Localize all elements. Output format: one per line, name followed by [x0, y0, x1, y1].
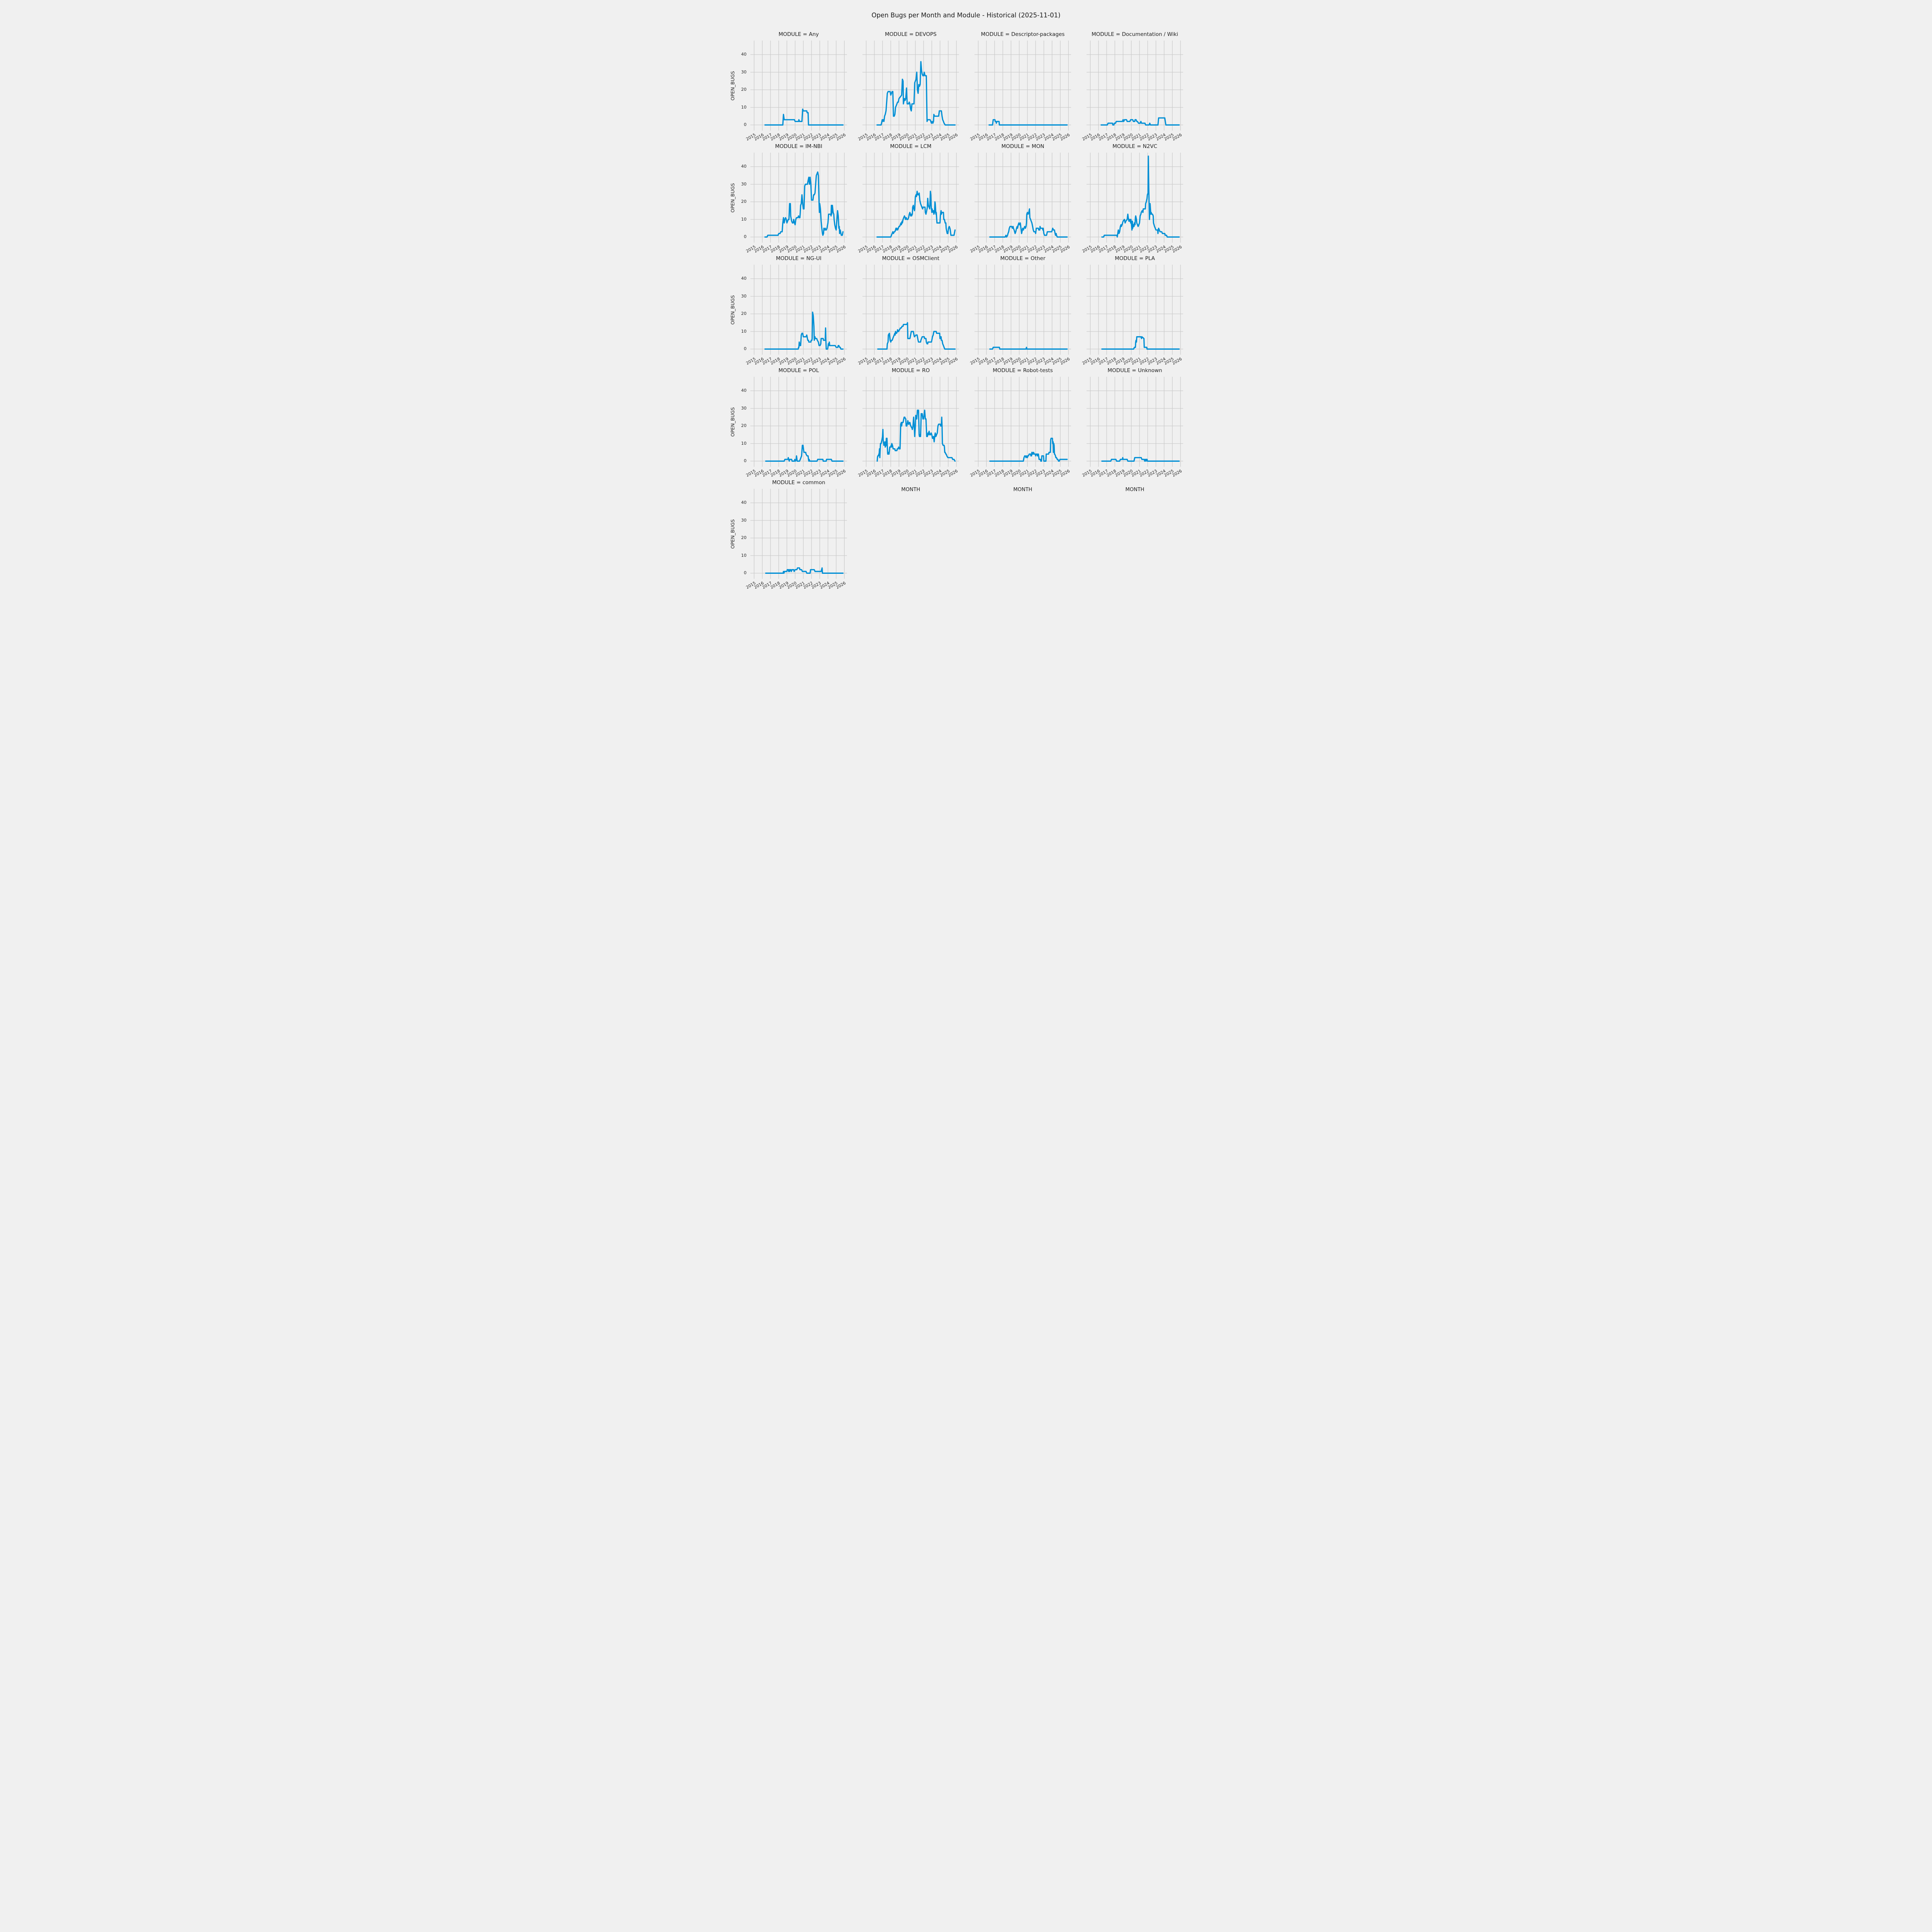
data-line: [876, 61, 956, 126]
facet-title: MODULE = Any: [778, 31, 819, 37]
data-line: [765, 567, 844, 574]
y-tick-label: 30: [741, 517, 747, 523]
line-chart-OSMClient: [862, 265, 959, 355]
y-axis-label: OPEN_BUGS: [730, 519, 736, 549]
y-tick-label: 30: [741, 69, 747, 75]
facet-title: MODULE = common: [772, 480, 825, 486]
figure: Open Bugs per Month and Module - Histori…: [726, 0, 1206, 599]
y-tick-label: 20: [741, 535, 747, 541]
y-tick-label: 30: [741, 293, 747, 299]
line-chart-MON: [975, 153, 1071, 243]
y-tick-label: 0: [744, 570, 747, 576]
x-axis-label: MONTH: [1125, 487, 1145, 493]
line-chart-Documentation / Wiki: [1087, 41, 1183, 131]
line-chart-PLA: [1087, 265, 1183, 355]
data-line: [1101, 457, 1180, 462]
facet-title: MODULE = N2VC: [1112, 143, 1157, 150]
data-line: [1101, 336, 1180, 350]
data-line: [876, 190, 956, 238]
line-chart-common: [750, 489, 847, 579]
y-tick-label: 20: [741, 199, 747, 204]
y-tick-label: 40: [741, 276, 747, 281]
facet-title: MODULE = Other: [1000, 255, 1046, 262]
y-tick-label: 30: [741, 405, 747, 411]
data-line: [989, 437, 1068, 462]
data-line: [989, 208, 1068, 238]
figure-title: Open Bugs per Month and Module - Histori…: [871, 12, 1061, 19]
line-chart-N2VC: [1087, 153, 1183, 243]
y-tick-label: 10: [741, 104, 747, 110]
y-tick-label: 30: [741, 181, 747, 187]
facet-title: MODULE = OSMClient: [882, 255, 940, 262]
y-axis-label: OPEN_BUGS: [730, 71, 736, 100]
line-chart-DEVOPS: [862, 41, 959, 131]
facet-title: MODULE = PLA: [1115, 255, 1155, 262]
y-tick-label: 40: [741, 164, 747, 169]
y-tick-label: 40: [741, 52, 747, 57]
facet-title: MODULE = POL: [778, 367, 819, 374]
y-tick-label: 40: [741, 388, 747, 393]
line-chart-Unknown: [1087, 377, 1183, 467]
line-chart-NG-UI: [750, 265, 847, 355]
data-line: [989, 347, 1068, 350]
data-line: [764, 171, 844, 238]
y-tick-label: 0: [744, 122, 747, 128]
y-tick-label: 20: [741, 311, 747, 316]
facet-title: MODULE = Documentation / Wiki: [1091, 31, 1179, 37]
y-tick-label: 0: [744, 234, 747, 240]
line-chart-Descriptor-packages: [975, 41, 1071, 131]
facet-title: MODULE = Unknown: [1107, 367, 1162, 374]
y-tick-label: 40: [741, 500, 747, 505]
x-axis-label: MONTH: [901, 487, 920, 493]
y-tick-label: 10: [741, 328, 747, 334]
data-line: [764, 311, 844, 350]
facet-title: MODULE = LCM: [890, 143, 932, 150]
y-tick-label: 0: [744, 458, 747, 464]
data-line: [1101, 155, 1180, 238]
data-line: [764, 108, 844, 126]
y-tick-label: 0: [744, 346, 747, 352]
facet-title: MODULE = MON: [1001, 143, 1044, 150]
data-line: [988, 119, 1068, 126]
data-line: [876, 409, 956, 462]
facet-title: MODULE = RO: [891, 367, 930, 374]
line-chart-POL: [750, 377, 847, 467]
facet-title: MODULE = Descriptor-packages: [981, 31, 1065, 37]
y-axis-label: OPEN_BUGS: [730, 407, 736, 437]
facet-title: MODULE = Robot-tests: [993, 367, 1053, 374]
data-line: [877, 322, 956, 350]
y-tick-label: 20: [741, 423, 747, 429]
facet-title: MODULE = DEVOPS: [885, 31, 937, 37]
facet-title: MODULE = NG-UI: [776, 255, 821, 262]
data-line: [1100, 117, 1180, 126]
y-tick-label: 10: [741, 216, 747, 222]
line-chart-Robot-tests: [975, 377, 1071, 467]
y-axis-label: OPEN_BUGS: [730, 295, 736, 325]
facet-title: MODULE = IM-NBI: [775, 143, 823, 150]
line-chart-IM-NBI: [750, 153, 847, 243]
y-tick-label: 20: [741, 87, 747, 92]
line-chart-Any: [750, 41, 847, 131]
x-axis-label: MONTH: [1013, 487, 1032, 493]
data-line: [765, 444, 844, 462]
y-axis-label: OPEN_BUGS: [730, 183, 736, 213]
y-tick-label: 10: [741, 553, 747, 558]
y-tick-label: 10: [741, 440, 747, 446]
line-chart-LCM: [862, 153, 959, 243]
line-chart-RO: [862, 377, 959, 467]
line-chart-Other: [975, 265, 1071, 355]
